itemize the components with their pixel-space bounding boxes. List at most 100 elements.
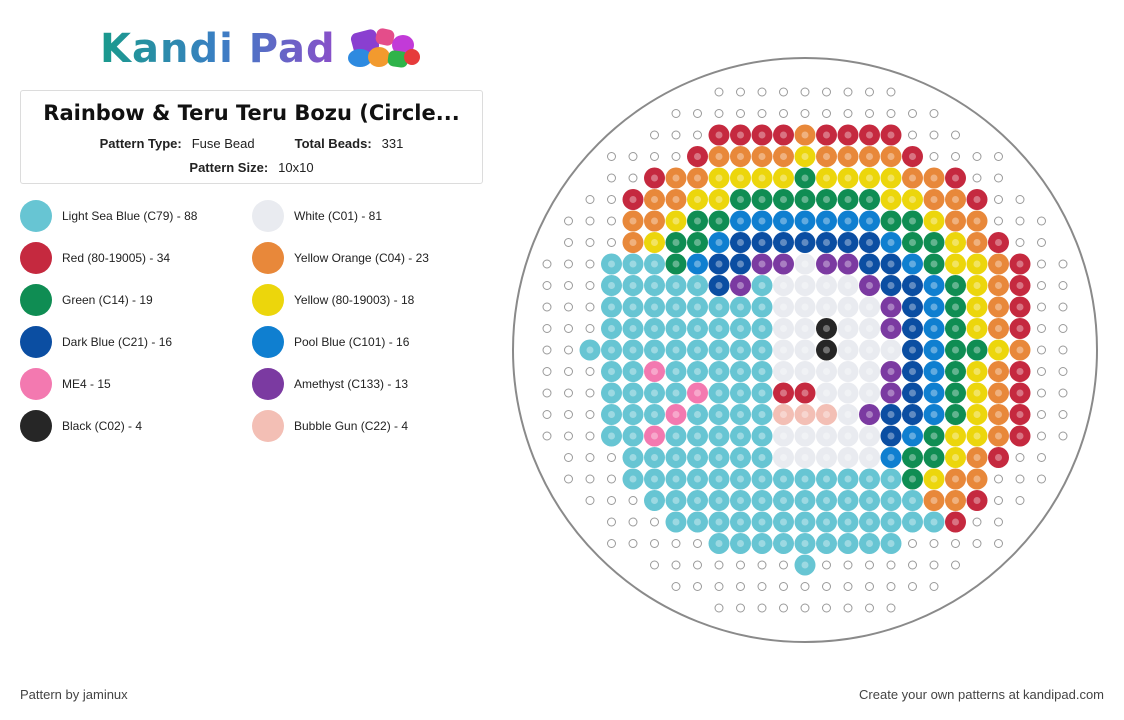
legend-label: Red (80-19005) - 34 bbox=[62, 251, 171, 265]
bead bbox=[837, 232, 859, 253]
color-swatch bbox=[252, 368, 284, 400]
bead-hole bbox=[694, 389, 701, 397]
bead-hole bbox=[930, 475, 938, 483]
bead-hole bbox=[758, 217, 766, 225]
bead bbox=[988, 232, 1009, 253]
empty-peg bbox=[650, 539, 659, 548]
kandipad-link[interactable]: Create your own patterns at kandipad.com bbox=[859, 687, 1104, 702]
bead bbox=[622, 447, 644, 468]
bead bbox=[880, 382, 902, 404]
empty-peg bbox=[628, 173, 638, 183]
bead bbox=[751, 210, 773, 232]
bead bbox=[923, 447, 945, 468]
bead bbox=[966, 232, 988, 253]
bead-hole bbox=[995, 368, 1002, 375]
bead bbox=[859, 275, 880, 296]
bead bbox=[730, 361, 751, 382]
bead-hole bbox=[995, 303, 1002, 311]
bead-hole bbox=[780, 196, 787, 203]
bead bbox=[644, 232, 665, 253]
bead-hole bbox=[887, 196, 895, 203]
bead-hole bbox=[629, 475, 637, 483]
bead-hole bbox=[629, 303, 637, 311]
bead-hole bbox=[694, 454, 701, 461]
empty-peg bbox=[564, 474, 573, 484]
bead-hole bbox=[715, 346, 723, 354]
bead bbox=[622, 361, 644, 382]
bead bbox=[966, 275, 988, 296]
empty-peg bbox=[972, 173, 982, 183]
bead bbox=[730, 511, 751, 533]
pattern-title: Rainbow & Teru Teru Bozu (Circle... bbox=[43, 101, 460, 125]
bead bbox=[665, 425, 687, 447]
bead bbox=[665, 361, 687, 382]
bead-hole bbox=[651, 239, 658, 246]
bead bbox=[880, 533, 902, 554]
empty-peg bbox=[822, 109, 831, 118]
bead-hole bbox=[651, 432, 658, 440]
empty-peg bbox=[736, 582, 745, 591]
bead bbox=[880, 468, 902, 490]
bead-hole bbox=[694, 303, 701, 311]
empty-peg bbox=[585, 216, 595, 226]
bead-hole bbox=[608, 282, 615, 289]
bead bbox=[601, 296, 622, 318]
bead-hole bbox=[780, 239, 787, 246]
bead bbox=[622, 339, 644, 361]
bead-hole bbox=[866, 346, 873, 354]
empty-peg bbox=[908, 560, 917, 570]
bead-hole bbox=[672, 174, 680, 182]
bead bbox=[902, 318, 923, 339]
bead-hole bbox=[844, 432, 852, 440]
bead bbox=[665, 318, 687, 339]
bead bbox=[622, 318, 644, 339]
empty-peg bbox=[1037, 345, 1046, 355]
bead-hole bbox=[823, 260, 830, 268]
color-swatch bbox=[252, 200, 284, 232]
bead bbox=[773, 275, 794, 296]
bead-hole bbox=[995, 325, 1002, 332]
bead-hole bbox=[715, 217, 723, 225]
bead bbox=[859, 124, 880, 146]
bead bbox=[902, 275, 923, 296]
bead-hole bbox=[952, 217, 959, 225]
bead-hole bbox=[909, 153, 916, 160]
bead-hole bbox=[758, 153, 766, 160]
bead bbox=[816, 232, 837, 253]
bead bbox=[708, 404, 730, 425]
legend-item: Pool Blue (C101) - 16 bbox=[252, 326, 409, 358]
bead-hole bbox=[930, 196, 938, 203]
bead-hole bbox=[715, 282, 723, 289]
empty-peg bbox=[1058, 388, 1068, 398]
bead-hole bbox=[694, 411, 701, 418]
bead-pegboard bbox=[512, 57, 1098, 643]
bead-hole bbox=[973, 411, 981, 418]
bead bbox=[923, 382, 945, 404]
empty-peg bbox=[714, 87, 724, 97]
bead-hole bbox=[973, 475, 981, 483]
bead bbox=[622, 382, 644, 404]
bead bbox=[880, 232, 902, 253]
bead bbox=[730, 167, 751, 189]
bead bbox=[773, 425, 794, 447]
bead-hole bbox=[866, 475, 873, 483]
bead-hole bbox=[887, 325, 895, 332]
bead bbox=[687, 339, 708, 361]
bead bbox=[923, 511, 945, 533]
bead-hole bbox=[715, 432, 723, 440]
bead-hole bbox=[930, 325, 938, 332]
bead-hole bbox=[651, 389, 658, 397]
bead-hole bbox=[995, 454, 1002, 461]
bead-hole bbox=[930, 389, 938, 397]
bead bbox=[751, 468, 773, 490]
bead bbox=[687, 318, 708, 339]
bead-hole bbox=[1016, 411, 1024, 418]
bead-hole bbox=[737, 260, 744, 268]
bead-hole bbox=[909, 303, 916, 311]
bead bbox=[751, 447, 773, 468]
bead-hole bbox=[973, 282, 981, 289]
empty-peg bbox=[994, 152, 1003, 161]
bead bbox=[880, 447, 902, 468]
kandi-pad-logo[interactable]: Kandi Pad bbox=[100, 24, 422, 74]
bead bbox=[816, 447, 837, 468]
